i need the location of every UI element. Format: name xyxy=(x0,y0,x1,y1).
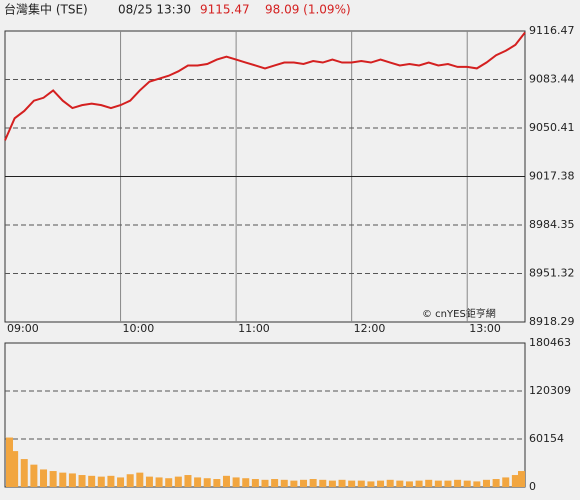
volume-bar xyxy=(300,479,308,487)
volume-bar xyxy=(59,472,67,487)
x-tick-label: 10:00 xyxy=(123,322,155,335)
volume-bar xyxy=(49,471,57,487)
volume-bar xyxy=(232,477,240,487)
volume-bar xyxy=(348,480,356,487)
header-datetime: 08/25 13:30 xyxy=(118,3,191,17)
volume-bar xyxy=(145,476,153,487)
volume-bar xyxy=(242,478,250,487)
y-tick-label: 9017.38 xyxy=(529,170,575,183)
volume-bar xyxy=(386,479,394,487)
volume-bar xyxy=(396,480,404,487)
volume-bar xyxy=(203,478,211,487)
header-title: 台灣集中 (TSE) xyxy=(4,2,88,17)
x-tick-label: 13:00 xyxy=(469,322,501,335)
volume-bar xyxy=(425,479,433,487)
volume-bar xyxy=(367,481,375,487)
volume-bar xyxy=(251,479,259,487)
volume-bar xyxy=(174,476,182,487)
volume-bar xyxy=(463,480,471,487)
y-tick-label: 180463 xyxy=(529,336,571,349)
volume-bar xyxy=(68,473,76,487)
volume-bar xyxy=(502,477,510,487)
volume-bar xyxy=(213,479,221,487)
y-tick-label: 9083.44 xyxy=(529,73,575,86)
volume-bar xyxy=(194,477,202,487)
volume-bar xyxy=(261,479,269,487)
volume-bar xyxy=(88,475,96,487)
y-tick-label: 60154 xyxy=(529,432,564,445)
volume-bar xyxy=(377,480,385,487)
volume-bar xyxy=(136,472,144,487)
volume-bar xyxy=(6,437,13,487)
volume-panel xyxy=(4,342,526,488)
volume-bar xyxy=(309,479,317,487)
volume-bar xyxy=(511,475,519,487)
volume-bar xyxy=(78,475,86,487)
x-tick-label: 12:00 xyxy=(354,322,386,335)
y-tick-label: 0 xyxy=(529,480,536,493)
volume-bar xyxy=(40,469,48,487)
volume-bar xyxy=(518,471,525,487)
volume-bar xyxy=(126,474,134,487)
volume-bar xyxy=(30,464,38,487)
volume-bar xyxy=(165,478,173,487)
volume-bar xyxy=(271,479,279,487)
volume-bar xyxy=(155,477,163,487)
y-tick-label: 8918.29 xyxy=(529,315,575,328)
volume-bar xyxy=(20,459,28,487)
volume-bar xyxy=(405,481,413,487)
watermark: © cnYES鉅亨網 xyxy=(422,307,496,320)
volume-bar xyxy=(97,476,105,487)
y-tick-label: 120309 xyxy=(529,384,571,397)
volume-bar xyxy=(222,475,230,487)
volume-bar xyxy=(184,475,192,487)
volume-bar xyxy=(338,479,346,487)
volume-bar xyxy=(107,475,115,487)
x-tick-label: 11:00 xyxy=(238,322,270,335)
volume-bar xyxy=(444,480,452,487)
volume-bar xyxy=(473,481,481,487)
header-last: 9115.47 xyxy=(200,3,250,17)
volume-bar xyxy=(290,480,298,487)
header-change: 98.09 (1.09%) xyxy=(265,3,351,17)
volume-bar xyxy=(357,480,365,487)
volume-bar xyxy=(482,479,490,487)
volume-bar xyxy=(11,451,19,487)
price-line xyxy=(4,31,526,141)
volume-bar xyxy=(319,479,327,487)
volume-bar xyxy=(117,477,125,487)
volume-bar xyxy=(280,479,288,487)
y-tick-label: 9050.41 xyxy=(529,121,575,134)
volume-bar xyxy=(434,480,442,487)
x-tick-label: 09:00 xyxy=(7,322,39,335)
y-tick-label: 8951.32 xyxy=(529,267,575,280)
y-tick-label: 9116.47 xyxy=(529,24,575,37)
volume-bar xyxy=(454,479,462,487)
volume-bar xyxy=(492,479,500,487)
volume-bar xyxy=(415,480,423,487)
volume-bar xyxy=(328,480,336,487)
y-tick-label: 8984.35 xyxy=(529,218,575,231)
